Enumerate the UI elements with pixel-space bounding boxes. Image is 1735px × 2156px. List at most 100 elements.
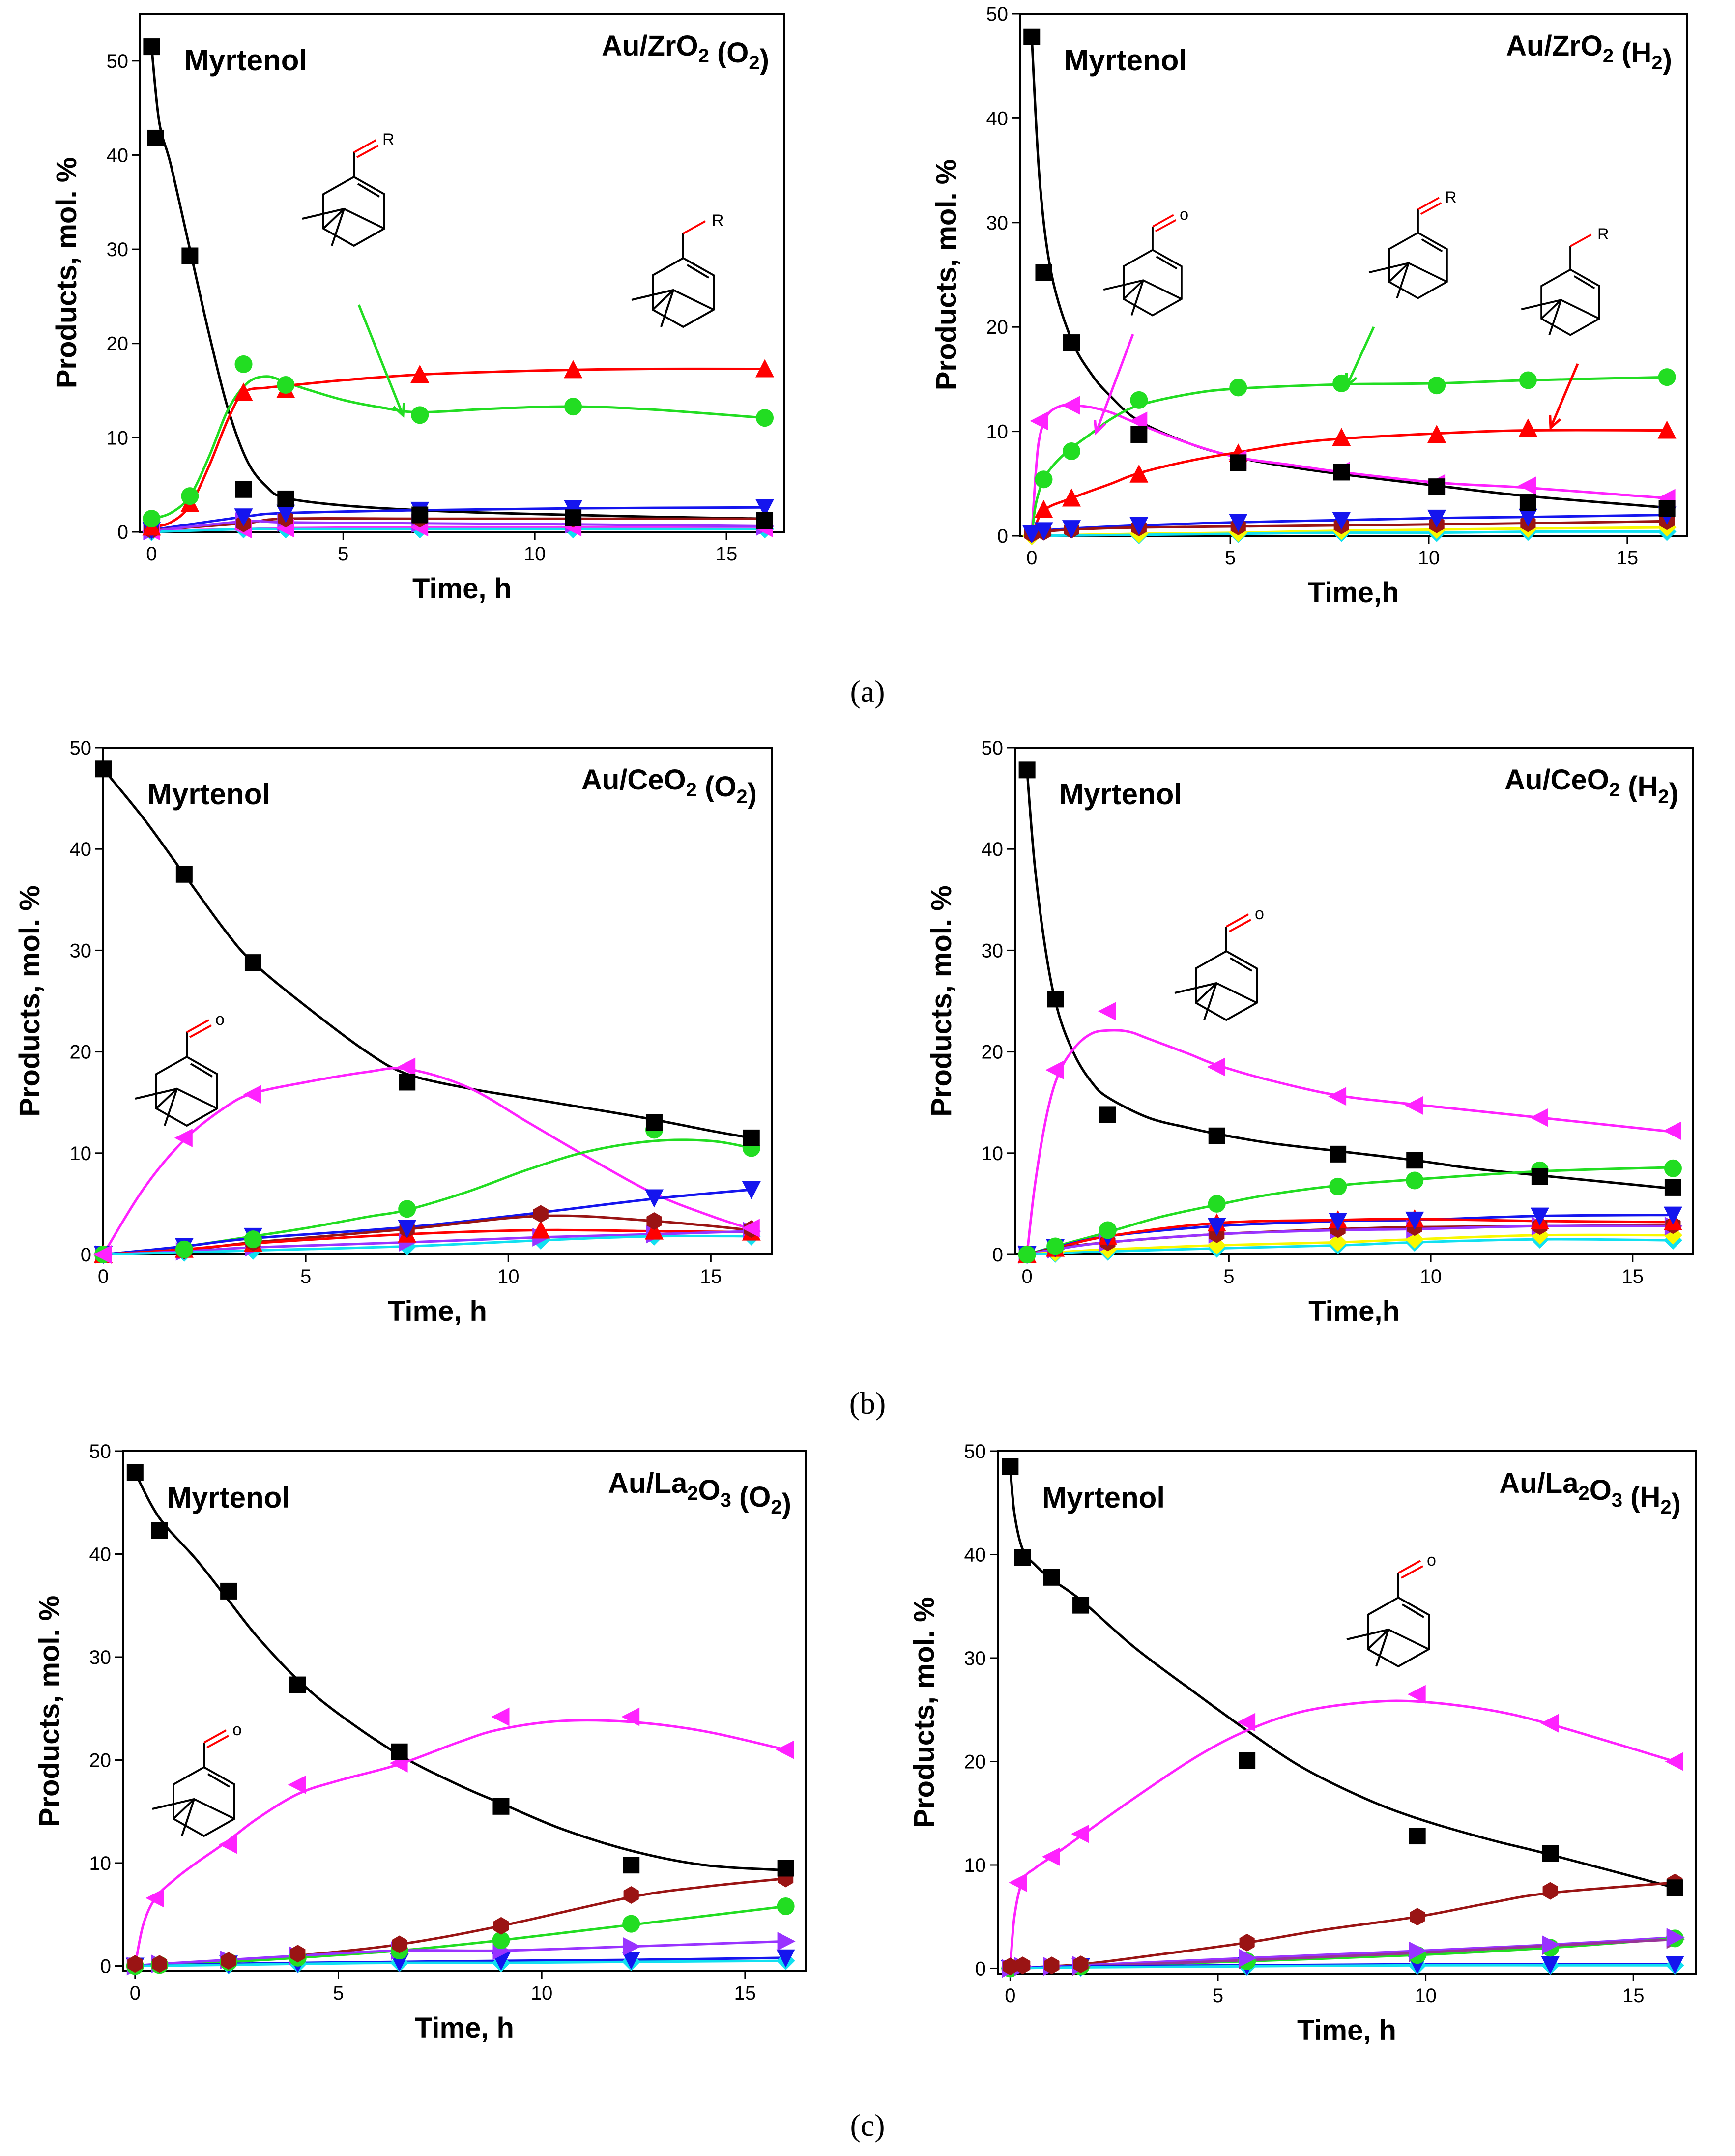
b-right-series-magenta-point-5 xyxy=(1530,1108,1548,1127)
b-left-series-darkred-point-5 xyxy=(646,1212,662,1230)
c-right-series-purple-point-5 xyxy=(1409,1941,1427,1960)
b-left-series-darkred-point-4 xyxy=(533,1205,549,1223)
b-left-y-tick-label-5: 50 xyxy=(70,737,92,759)
c-left-series-darkred-point-5 xyxy=(493,1917,509,1935)
b-right-series-magenta-line xyxy=(1026,1029,1674,1255)
b-left-annotation-myrtenol: Myrtenol xyxy=(147,778,270,811)
a-right-series-red-point-2 xyxy=(1129,464,1149,483)
a-left-annotation-myrtenol: Myrtenol xyxy=(184,44,307,77)
c-left-series-darkred-point-1 xyxy=(151,1955,168,1973)
b-right-series-magenta-point-6 xyxy=(1663,1121,1681,1140)
b-right-y-tick-label-4: 40 xyxy=(982,839,1004,860)
a-left-chart-title: Au/ZrO2 (O2) xyxy=(602,30,769,76)
b-right-structure-0-methyl-b xyxy=(1203,983,1217,1020)
b-left-x-tick-label-1: 5 xyxy=(300,1266,311,1287)
c-right-series-magenta-point-0 xyxy=(1009,1873,1027,1892)
c-left-series-darkred-point-6 xyxy=(623,1886,639,1904)
b-right-structure-0-side-double xyxy=(1229,919,1251,932)
a-right-structure-0-arrow-shaft xyxy=(1095,334,1134,433)
a-right-series-red-point-4 xyxy=(1332,428,1351,446)
caption-a: (a) xyxy=(850,674,885,709)
c-left-x-tick-label-2: 10 xyxy=(531,1982,553,2004)
a-left-series-red-line xyxy=(151,367,765,528)
a-right-series-red-point-6 xyxy=(1518,418,1537,437)
c-left-series-myrtenol-point-6 xyxy=(623,1857,640,1874)
a-left-series-red-point-4 xyxy=(410,365,430,383)
c-left-series-blue-point-5 xyxy=(622,1952,641,1970)
a-right-structure-2-label: R xyxy=(1597,225,1609,243)
charts-layer: 0 5 10 15 0 10 20 30 40 50 Time, h Products, mol. %… xyxy=(14,3,1697,2046)
a-right-structure-0-arrow-head xyxy=(1094,419,1106,436)
a-right-structure-0-bridge xyxy=(1123,279,1182,300)
a-right-series-myrtenol-point-4 xyxy=(1230,454,1247,471)
c-right-series-magenta-point-2 xyxy=(1071,1824,1089,1843)
a-right-series-green-point-2 xyxy=(1130,391,1148,409)
b-left-x-tick-label-3: 15 xyxy=(700,1266,722,1287)
chart-c-right: 0 5 10 15 0 10 20 30 40 50 Time, h Products, mol. %… xyxy=(908,1441,1697,2046)
b-left-series-myrtenol-point-5 xyxy=(743,1129,760,1146)
b-right-series-blue-point-7 xyxy=(1663,1206,1682,1225)
a-right-series-magenta-point-2 xyxy=(1129,411,1148,431)
c-left-x-axis-title: Time, h xyxy=(415,2012,514,2044)
b-left-chart-title: Au/CeO2 (O2) xyxy=(581,764,757,810)
a-right-series-green-point-7 xyxy=(1658,368,1676,386)
a-left-y-tick-label-1: 10 xyxy=(107,427,129,449)
b-right-series-green-point-0 xyxy=(1018,1246,1036,1263)
c-left-y-tick-label-1: 10 xyxy=(89,1853,112,1874)
c-left-series-magenta-point-0 xyxy=(145,1889,164,1908)
c-left-series-magenta-point-5 xyxy=(621,1707,640,1726)
c-right-y-tick-label-2: 20 xyxy=(964,1751,986,1773)
a-left-structure-0-methyl-b xyxy=(331,208,345,246)
a-left-series-green-point-1 xyxy=(181,487,199,505)
c-left-structure-0-ring xyxy=(173,1766,235,1837)
c-left-series-myrtenol-point-4 xyxy=(391,1743,408,1760)
a-right-structure-1-arrow xyxy=(1345,326,1375,389)
b-right-y-tick-label-1: 10 xyxy=(982,1143,1004,1165)
c-left-series-purple-point-7 xyxy=(777,1932,796,1951)
b-left-plot-frame xyxy=(102,747,773,1255)
c-right-series-myrtenol-point-7 xyxy=(1666,1879,1683,1896)
a-right-series-magenta-point-1 xyxy=(1062,396,1080,415)
b-left-series-magenta-point-3 xyxy=(397,1057,416,1077)
b-left-y-tick-label-3: 30 xyxy=(70,940,92,961)
a-right-y-tick-label-3: 30 xyxy=(986,212,1009,234)
c-left-y-tick-label-0: 0 xyxy=(100,1956,111,1978)
b-left-structure-0-label: o xyxy=(215,1010,225,1029)
a-left-y-tick-label-3: 30 xyxy=(107,239,129,261)
a-right-series-green-point-5 xyxy=(1428,377,1446,395)
b-left-structure-0-methyl-b xyxy=(164,1088,178,1126)
a-left-structure-1-methyl-a xyxy=(631,289,674,301)
b-right-series-green-point-5 xyxy=(1406,1171,1424,1190)
c-left-series-purple-point-6 xyxy=(623,1937,641,1956)
c-left-series-magenta-point-4 xyxy=(491,1707,510,1726)
b-left-series-magenta-point-0 xyxy=(93,1245,112,1264)
c-right-y-tick-label-4: 40 xyxy=(964,1544,986,1566)
a-right-series-green-point-6 xyxy=(1519,371,1537,389)
a-right-structure-1-double-bond xyxy=(1421,238,1443,253)
b-right-structure-0-ring xyxy=(1195,950,1258,1021)
b-left-series-myrtenol-point-0 xyxy=(95,760,112,778)
a-right-series-blue-point-7 xyxy=(1518,508,1537,527)
b-left-x-tick-label-2: 10 xyxy=(497,1266,520,1287)
a-left-series-green-point-3 xyxy=(277,376,295,394)
a-right-structure-1-side-double xyxy=(1420,202,1442,215)
c-left-structure-0: o xyxy=(152,1720,242,1837)
a-right-structure-1-methyl-b xyxy=(1396,262,1410,299)
c-left-series-myrtenol-line xyxy=(134,1472,786,1872)
b-right-series-myrtenol-point-6 xyxy=(1531,1168,1548,1185)
c-right-x-tick-label-0: 0 xyxy=(1005,1985,1015,2007)
c-right-series-darkred-point-4 xyxy=(1239,1933,1255,1952)
c-right-x-tick-label-2: 10 xyxy=(1415,1985,1437,2007)
b-right-series-blue-point-4 xyxy=(1329,1213,1348,1231)
c-right-series-myrtenol-point-4 xyxy=(1239,1752,1256,1769)
c-right-y-tick-label-3: 30 xyxy=(964,1648,986,1669)
b-right-series-myrtenol-point-3 xyxy=(1208,1127,1225,1144)
chart-b-left: 0 5 10 15 0 10 20 30 40 50 Time, h Products, mol. %… xyxy=(14,737,773,1327)
b-left-series-myrtenol-point-1 xyxy=(175,866,193,883)
a-left-y-axis-title: Products, mol. % xyxy=(51,157,83,389)
a-left-structure-1-methyl-b xyxy=(660,290,674,327)
a-left-y-tick-label-0: 0 xyxy=(117,522,128,543)
a-right-series-green-point-0 xyxy=(1035,470,1053,489)
a-right-structure-2-arrow-shaft xyxy=(1549,363,1579,428)
a-right-y-tick-label-4: 40 xyxy=(986,108,1009,129)
